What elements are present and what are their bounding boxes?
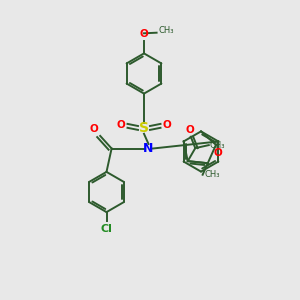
- Text: Cl: Cl: [100, 224, 112, 233]
- Text: O: O: [117, 120, 125, 130]
- Text: CH₃: CH₃: [204, 170, 220, 179]
- Text: N: N: [143, 142, 154, 155]
- Text: CH₃: CH₃: [158, 26, 174, 35]
- Text: O: O: [90, 124, 99, 134]
- Text: S: S: [139, 122, 149, 135]
- Text: O: O: [163, 120, 171, 130]
- Text: O: O: [140, 29, 148, 39]
- Text: O: O: [213, 148, 222, 158]
- Text: O: O: [186, 125, 194, 135]
- Text: CH₃: CH₃: [210, 141, 225, 150]
